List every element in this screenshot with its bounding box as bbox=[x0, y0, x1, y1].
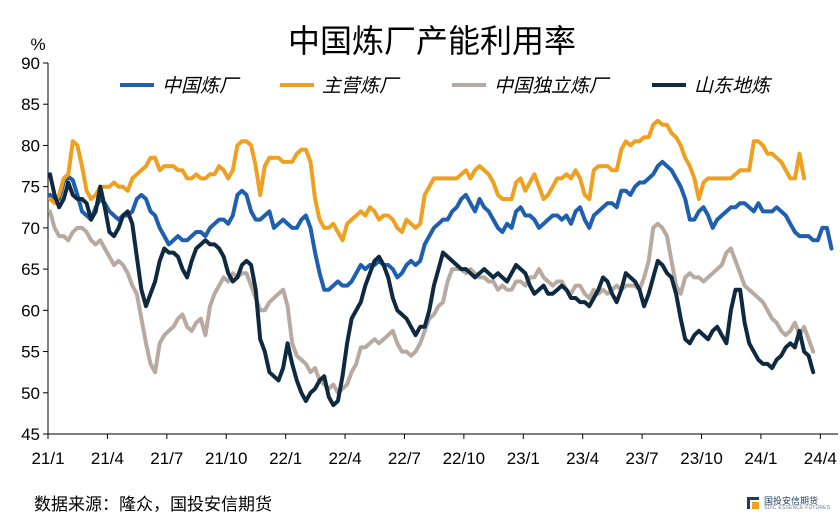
y-tick-label: 80 bbox=[21, 136, 40, 155]
x-tick-label: 21/7 bbox=[150, 449, 183, 468]
x-tick-label: 22/10 bbox=[443, 449, 486, 468]
x-tick-label: 24/1 bbox=[744, 449, 777, 468]
chart-title: 中国炼厂产能利用率 bbox=[288, 22, 576, 60]
y-tick-label: 70 bbox=[21, 219, 40, 238]
legend-label-2: 主营炼厂 bbox=[322, 75, 401, 97]
y-tick-label: 55 bbox=[21, 343, 40, 362]
y-tick-label: 90 bbox=[21, 54, 40, 73]
x-tick-label: 21/10 bbox=[205, 449, 248, 468]
series-line-3 bbox=[48, 209, 816, 395]
y-tick-label: 50 bbox=[21, 384, 40, 403]
source-note: 数据来源：隆众，国投安信期货 bbox=[34, 495, 272, 515]
x-tick-label: 23/1 bbox=[507, 449, 540, 468]
y-tick-label: 60 bbox=[21, 301, 40, 320]
x-tick-label: 22/4 bbox=[329, 449, 362, 468]
logo-mark-icon bbox=[746, 496, 760, 510]
series-lines bbox=[48, 118, 834, 408]
y-tick-label: 75 bbox=[21, 178, 40, 197]
legend: 中国炼厂 主营炼厂 中国独立炼厂 山东地炼 bbox=[120, 75, 773, 97]
logo-text-cn: 国投安信期货 bbox=[764, 497, 819, 507]
x-tick-label: 21/4 bbox=[91, 449, 124, 468]
logo-text-en: SDIC ESSENCE FUTURES bbox=[764, 505, 831, 511]
legend-label-4: 山东地炼 bbox=[694, 75, 773, 97]
legend-label-1: 中国炼厂 bbox=[162, 75, 241, 97]
x-tick-label: 23/10 bbox=[680, 449, 723, 468]
x-tick-label: 23/4 bbox=[566, 449, 599, 468]
axes: 45 50 55 60 65 70 75 80 85 90 21/1 21/4 21/7 21/10 22/… bbox=[21, 54, 838, 468]
series-line-1 bbox=[48, 159, 834, 292]
x-tick-label: 22/7 bbox=[388, 449, 421, 468]
series-line-2 bbox=[48, 118, 807, 243]
company-logo: 国投安信期货 SDIC ESSENCE FUTURES bbox=[746, 494, 838, 516]
y-tick-label: 45 bbox=[21, 425, 40, 444]
x-tick-label: 21/1 bbox=[31, 449, 64, 468]
y-axis-unit: % bbox=[30, 35, 45, 54]
y-tick-label: 65 bbox=[21, 260, 40, 279]
x-tick-label: 23/7 bbox=[626, 449, 659, 468]
x-tick-label: 24/4 bbox=[804, 449, 837, 468]
series-line-4 bbox=[48, 172, 816, 408]
y-tick-label: 85 bbox=[21, 95, 40, 114]
legend-label-3: 中国独立炼厂 bbox=[494, 75, 611, 97]
x-tick-label: 22/1 bbox=[269, 449, 302, 468]
